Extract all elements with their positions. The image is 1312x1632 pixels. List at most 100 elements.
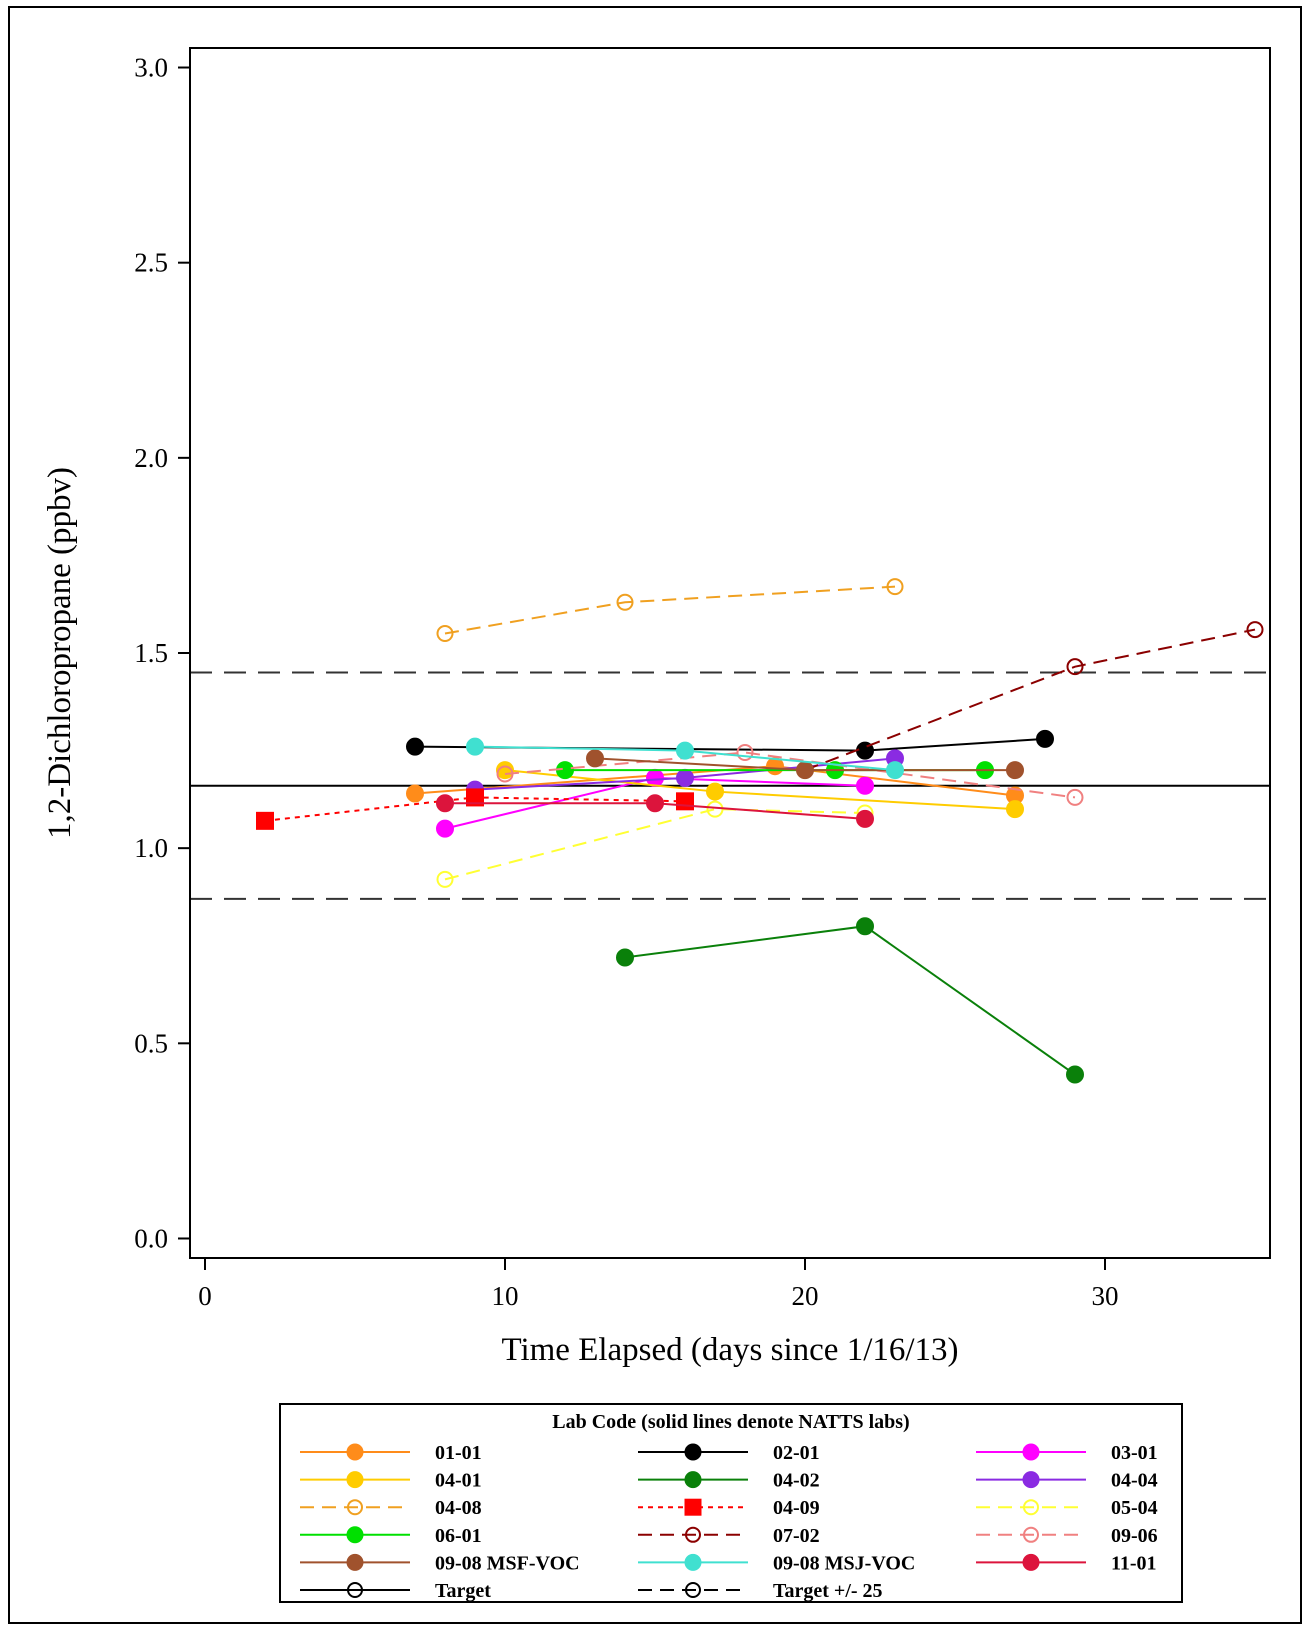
legend-item-04-01: 04-01 [300,1470,482,1492]
legend-label: 06-01 [435,1525,482,1547]
legend-label: 09-08 MSJ-VOC [773,1552,915,1574]
legend-label: Target [435,1580,491,1602]
legend-swatch-marker [346,1471,364,1489]
axis-layer: 0 10 20 30 0.0 0.5 1.0 1.5 2.0 2.5 3.0 [134,53,1118,1311]
legend-swatch-marker [1022,1443,1040,1461]
series-09-06 [496,744,1084,806]
legend-swatch-marker [347,1499,363,1516]
data-point-04-08 [436,624,454,642]
data-point-02-01 [406,737,424,756]
legend-swatch-marker [684,1553,702,1571]
legend: Lab Code (solid lines denote NATTS labs)… [279,1403,1183,1603]
legend-label: 04-01 [435,1470,482,1492]
x-tick-label: 20 [792,1281,819,1311]
x-tick-label: 30 [1092,1281,1119,1311]
y-tick-label: 0.0 [134,1223,168,1253]
legend-label: Target +/- 25 [773,1580,883,1602]
legend-item-target-25: Target +/- 25 [638,1580,883,1602]
legend-items: 01-01 02-01 03-01 04-01 04-02 04-04 04-08 04-09… [300,1442,1158,1602]
legend-item-09-08-msj-voc: 09-08 MSJ-VOC [638,1552,915,1574]
legend-item-05-04: 05-04 [976,1497,1158,1519]
legend-swatch-marker [684,1471,702,1489]
data-point-04-09 [676,792,694,811]
series-09-08-msj-voc [466,737,904,780]
legend-item-09-08-msf-voc: 09-08 MSF-VOC [300,1552,580,1574]
plot-layer [190,578,1270,1084]
legend-box [279,1403,1183,1603]
y-axis-title: 1,2-Dichloropropane (ppbv) [42,467,78,839]
legend-swatch-marker [685,1526,701,1543]
data-point-07-02 [1066,658,1084,676]
y-tick-label: 1.5 [134,638,168,668]
legend-title: Lab Code (solid lines denote NATTS labs) [552,1411,909,1433]
legend-swatch-marker [1023,1499,1039,1516]
data-point-03-01 [436,819,454,838]
data-point-04-09 [256,811,274,830]
y-tick-label: 2.5 [134,248,168,278]
data-point-04-04 [676,768,694,787]
legend-label: 09-06 [1111,1525,1158,1547]
legend-label: 01-01 [435,1442,482,1464]
data-point-02-01 [1036,729,1054,748]
legend-item-02-01: 02-01 [638,1442,820,1464]
legend-label: 04-09 [773,1497,820,1519]
data-point-09-08-msj-voc [886,761,904,780]
x-axis-title: Time Elapsed (days since 1/16/13) [501,1332,958,1368]
legend-item-07-02: 07-02 [638,1525,820,1547]
data-point-09-06 [496,765,514,783]
legend-swatch-marker [346,1553,364,1571]
data-point-11-01 [856,809,874,828]
series-11-01 [436,794,874,828]
series-line-04-02 [624,925,1076,1076]
legend-label: 04-04 [1111,1470,1158,1492]
legend-swatch-marker [346,1526,364,1544]
legend-swatch-marker [1023,1526,1039,1543]
series-09-08-msf-voc [586,749,1024,780]
legend-item-03-01: 03-01 [976,1442,1158,1464]
data-point-09-06 [736,744,754,762]
data-point-09-06 [1066,788,1084,806]
series-04-01 [496,761,1024,819]
y-tick-label: 3.0 [134,53,168,83]
legend-item-target: Target [300,1580,491,1602]
data-point-09-08-msf-voc [586,749,604,768]
legend-label: 09-08 MSF-VOC [435,1552,580,1574]
data-point-04-01 [706,782,724,801]
y-tick-label: 2.0 [134,443,168,473]
legend-item-04-04: 04-04 [976,1470,1158,1492]
legend-item-04-09: 04-09 [638,1497,820,1519]
legend-swatch-marker [685,1582,701,1598]
legend-item-01-01: 01-01 [300,1442,482,1464]
data-point-09-08-msf-voc [1006,761,1024,780]
legend-item-09-06: 09-06 [976,1525,1158,1547]
plot-area-border [189,47,1271,1259]
legend-swatch-marker [684,1498,702,1516]
series-line-09-06 [504,751,1076,799]
legend-item-04-02: 04-02 [638,1470,820,1492]
legend-item-11-01: 11-01 [976,1552,1157,1574]
legend-item-04-08: 04-08 [300,1497,482,1519]
x-tick-label: 10 [492,1281,519,1311]
legend-label: 03-01 [1111,1442,1158,1464]
data-point-04-08 [886,578,904,596]
legend-label: 04-02 [773,1470,820,1492]
data-point-05-04 [436,870,454,888]
legend-swatch-marker [346,1443,364,1461]
series-04-08 [436,578,904,642]
data-point-09-08-msf-voc [796,761,814,780]
legend-item-06-01: 06-01 [300,1525,482,1547]
figure-frame [8,6,1302,1624]
legend-swatch-marker [1022,1471,1040,1489]
y-tick-label: 1.0 [134,833,168,863]
data-point-04-02 [1066,1065,1084,1084]
legend-label: 04-08 [435,1497,482,1519]
data-point-04-08 [616,593,634,611]
data-point-09-08-msj-voc [676,741,694,760]
legend-swatch-marker [684,1443,702,1461]
legend-swatch-marker [347,1582,363,1598]
data-point-01-01 [406,784,424,803]
y-tick-label: 0.5 [134,1028,168,1058]
series-line-07-02 [804,628,1256,772]
legend-label: 02-01 [773,1442,820,1464]
